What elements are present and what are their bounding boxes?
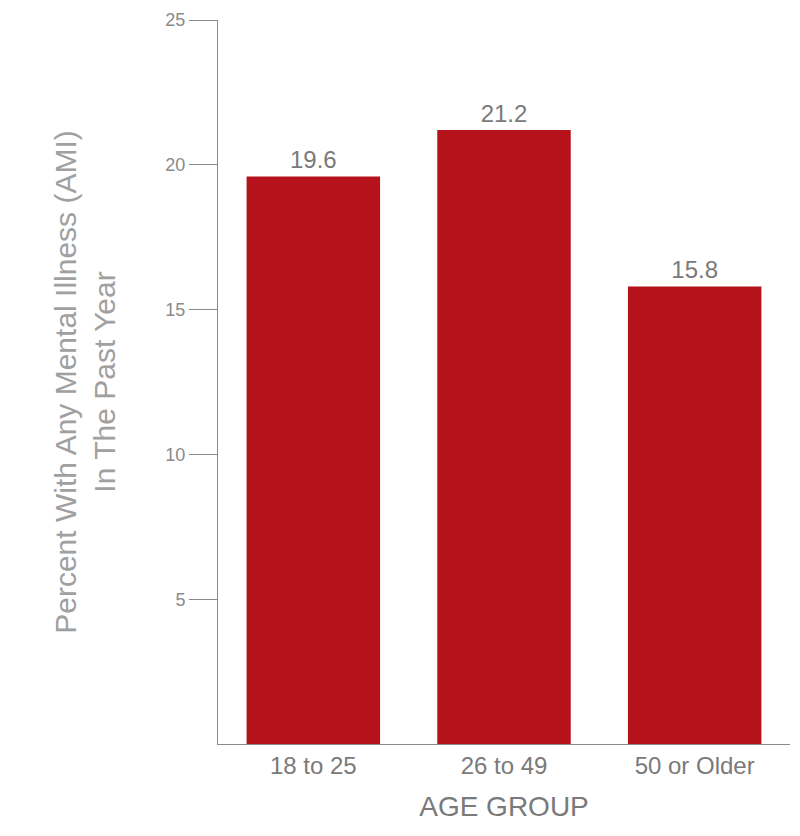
svg-text:20: 20 xyxy=(165,155,185,175)
svg-text:Percent With Any Mental Illnes: Percent With Any Mental Illness (AMI)In … xyxy=(49,130,121,634)
svg-text:15.8: 15.8 xyxy=(671,256,718,283)
svg-text:21.2: 21.2 xyxy=(481,100,528,127)
svg-text:AGE GROUP: AGE GROUP xyxy=(419,791,589,822)
svg-text:26 to 49: 26 to 49 xyxy=(461,752,548,779)
svg-text:5: 5 xyxy=(175,590,185,610)
svg-text:15: 15 xyxy=(165,300,185,320)
svg-text:25: 25 xyxy=(165,10,185,30)
svg-text:50 or Older: 50 or Older xyxy=(635,752,755,779)
svg-text:19.6: 19.6 xyxy=(290,146,337,173)
svg-text:10: 10 xyxy=(165,445,185,465)
svg-text:18 to 25: 18 to 25 xyxy=(270,752,357,779)
